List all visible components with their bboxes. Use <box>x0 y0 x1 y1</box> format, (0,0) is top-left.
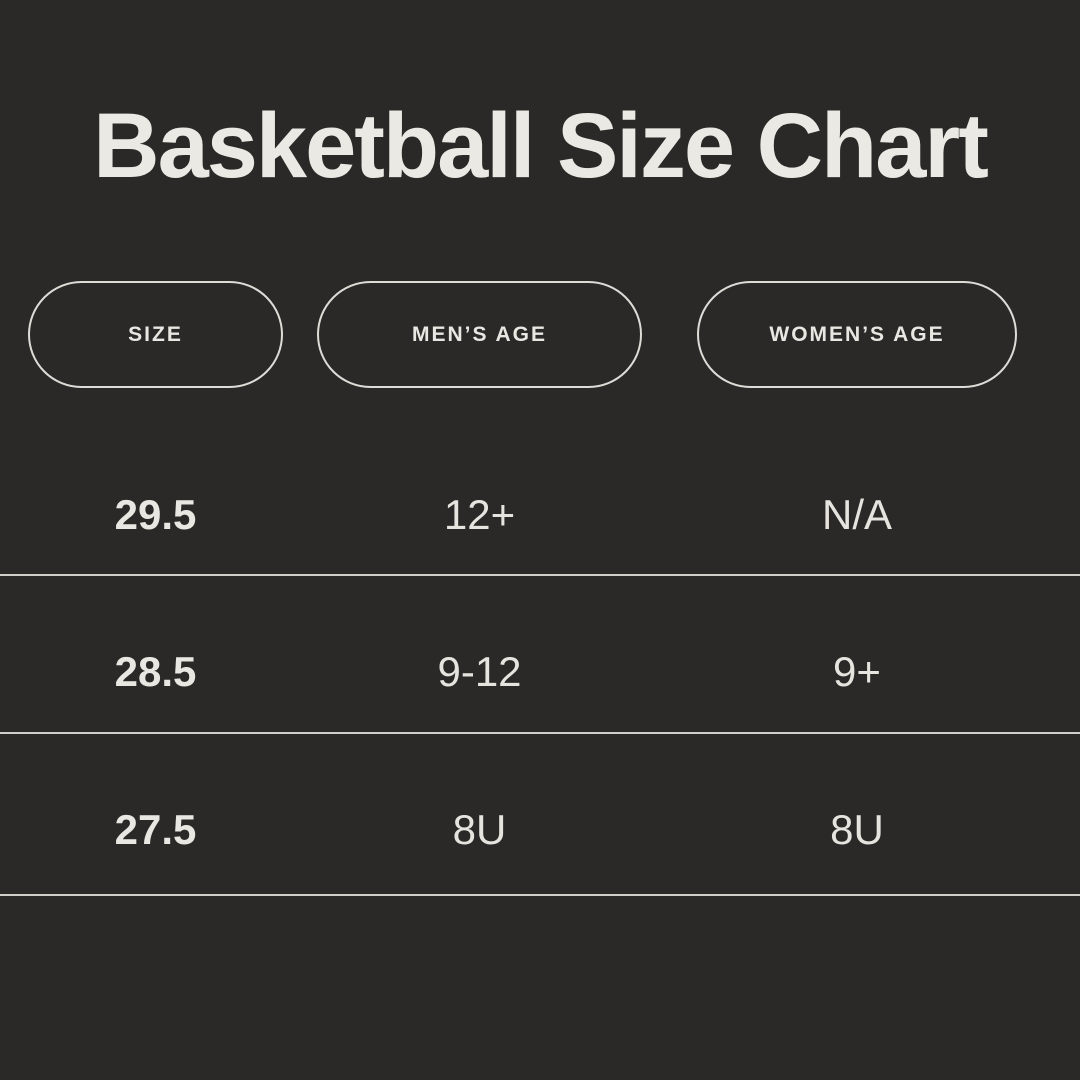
row-divider <box>0 574 1080 576</box>
column-header-mens-age: MEN’S AGE <box>317 281 642 388</box>
mens-age-value: 8U <box>452 806 507 853</box>
page-title: Basketball Size Chart <box>93 95 989 197</box>
column-header-mens-age-label: MEN’S AGE <box>411 322 548 346</box>
column-header-size-label: SIZE <box>128 322 183 346</box>
mens-age-value: 12+ <box>443 491 516 538</box>
size-value: 28.5 <box>114 648 197 695</box>
mens-age-value: 9-12 <box>437 648 522 695</box>
row-divider <box>0 894 1080 896</box>
size-value: 27.5 <box>114 806 197 853</box>
row-divider <box>0 732 1080 734</box>
womens-age-value: 9+ <box>833 648 881 695</box>
column-header-size: SIZE <box>28 281 283 388</box>
column-header-womens-age-label: WOMEN’S AGE <box>769 322 945 346</box>
column-header-womens-age: WOMEN’S AGE <box>697 281 1017 388</box>
womens-age-value: N/A <box>821 491 892 538</box>
womens-age-value: 8U <box>830 806 884 853</box>
size-value: 29.5 <box>114 491 197 538</box>
